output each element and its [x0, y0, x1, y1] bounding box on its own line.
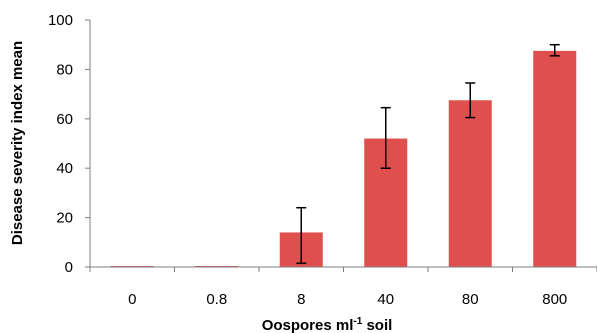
- x-tick-label: 0.8: [206, 291, 227, 308]
- x-tick-label: 0: [128, 291, 136, 308]
- x-tick-label: 80: [462, 291, 479, 308]
- x-axis-title-superscript: -1: [353, 316, 362, 327]
- x-axis-title: Oospores ml-1 soil: [262, 316, 393, 333]
- y-tick-label: 40: [56, 160, 73, 177]
- bar: [533, 50, 577, 267]
- bar: [448, 100, 492, 268]
- x-axis-ticks: 0 0.8 8 40 80 800: [89, 267, 597, 308]
- y-tick-label: 20: [56, 210, 73, 227]
- error-bars: [296, 43, 560, 265]
- y-tick-label: 80: [56, 61, 73, 78]
- x-axis-title-suffix: soil: [362, 317, 392, 333]
- y-axis-title: Disease severity index mean: [9, 41, 26, 245]
- x-tick-label: 8: [297, 291, 305, 308]
- bars: [110, 50, 577, 268]
- y-axis-ticks: 0 20 40 60 80 100: [48, 12, 90, 276]
- y-tick-label: 60: [56, 111, 73, 128]
- x-tick-label: 40: [377, 291, 394, 308]
- y-tick-label: 0: [65, 259, 73, 276]
- x-axis-title-prefix: Oospores ml: [262, 317, 354, 333]
- y-tick-label: 100: [48, 12, 73, 29]
- x-tick-label: 800: [542, 291, 567, 308]
